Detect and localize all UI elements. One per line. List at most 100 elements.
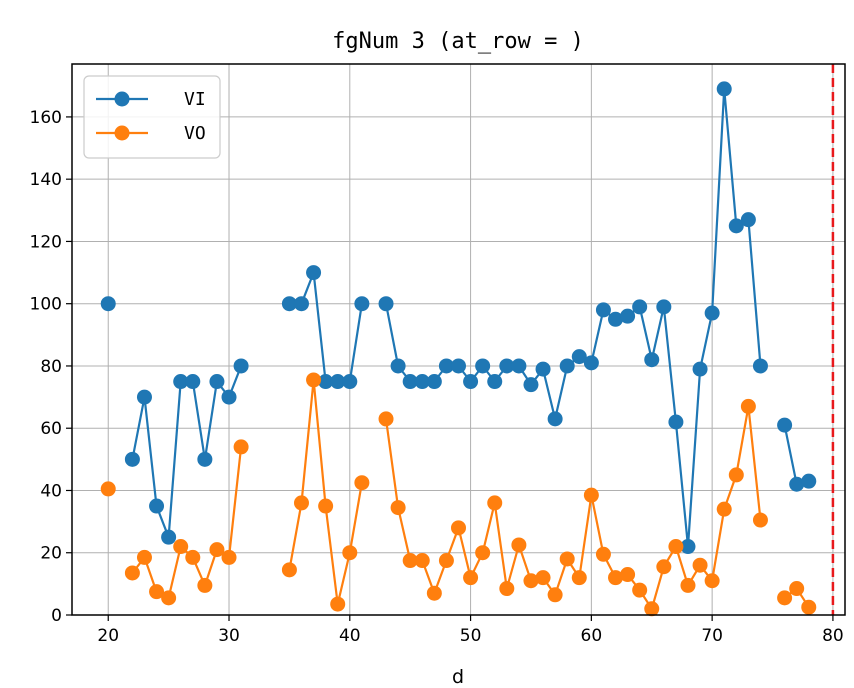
data-point xyxy=(487,495,503,511)
data-point xyxy=(523,377,539,393)
data-point xyxy=(583,487,599,503)
data-point xyxy=(318,374,334,390)
data-point xyxy=(499,358,515,374)
data-point xyxy=(209,542,225,558)
data-point xyxy=(632,582,648,598)
data-point xyxy=(149,498,165,514)
data-point xyxy=(535,570,551,586)
legend-marker xyxy=(114,91,130,107)
data-point xyxy=(173,539,189,555)
data-point xyxy=(354,296,370,312)
data-point xyxy=(221,549,237,565)
data-point xyxy=(378,411,394,427)
data-point xyxy=(330,596,346,612)
data-point xyxy=(293,495,309,511)
x-tick-label: 30 xyxy=(218,626,240,646)
data-point xyxy=(523,573,539,589)
data-point xyxy=(716,81,732,97)
data-point xyxy=(402,553,418,569)
data-point xyxy=(668,539,684,555)
series-vi xyxy=(100,81,817,555)
data-point xyxy=(281,562,297,578)
data-point xyxy=(740,398,756,414)
data-point xyxy=(136,389,152,405)
x-axis-title: d xyxy=(452,666,464,688)
data-point xyxy=(161,529,177,545)
data-point xyxy=(475,545,491,561)
data-point xyxy=(161,590,177,606)
data-point xyxy=(463,570,479,586)
data-point xyxy=(571,349,587,365)
data-point xyxy=(777,590,793,606)
data-point xyxy=(414,374,430,390)
data-point xyxy=(438,553,454,569)
data-point xyxy=(124,565,140,581)
data-point xyxy=(644,352,660,368)
data-point xyxy=(451,520,466,536)
data-point xyxy=(330,374,346,390)
data-point xyxy=(124,451,140,467)
data-point xyxy=(426,374,442,390)
data-point xyxy=(487,374,503,390)
data-point xyxy=(438,358,454,374)
data-point xyxy=(209,374,225,390)
data-point xyxy=(390,500,406,516)
data-point xyxy=(704,305,720,321)
plot-frame xyxy=(71,63,846,616)
data-point xyxy=(511,358,527,374)
data-point xyxy=(547,411,563,427)
data-point xyxy=(342,374,358,390)
y-tick-label: 140 xyxy=(30,170,62,190)
x-tick-label: 20 xyxy=(97,626,119,646)
y-tick-label: 20 xyxy=(40,544,62,564)
data-point xyxy=(414,553,430,569)
legend-label: VI xyxy=(184,89,206,110)
data-point xyxy=(752,512,768,528)
data-point xyxy=(740,212,756,228)
data-point xyxy=(185,374,201,390)
x-tick-label: 60 xyxy=(581,626,603,646)
data-point xyxy=(680,577,696,593)
data-point xyxy=(583,355,599,371)
data-point xyxy=(511,537,527,553)
legend: VI VO xyxy=(83,75,221,159)
data-point xyxy=(789,476,805,492)
data-point xyxy=(789,581,805,597)
data-point xyxy=(233,358,249,374)
data-point xyxy=(136,549,152,565)
x-tick-label: 70 xyxy=(701,626,723,646)
y-tick-label: 80 xyxy=(40,357,62,377)
data-point xyxy=(801,473,817,489)
data-point xyxy=(620,308,636,324)
data-point xyxy=(463,374,479,390)
data-point xyxy=(354,475,370,491)
data-point xyxy=(656,299,672,315)
data-point xyxy=(620,567,636,583)
data-point xyxy=(644,601,660,617)
data-point xyxy=(293,296,309,312)
data-point xyxy=(801,599,817,615)
data-point xyxy=(378,296,394,312)
data-point xyxy=(451,358,466,374)
data-point xyxy=(342,545,358,561)
data-point xyxy=(535,361,551,377)
data-point xyxy=(656,559,672,575)
data-point xyxy=(197,451,213,467)
data-point xyxy=(595,302,611,318)
data-point xyxy=(306,372,322,388)
data-point xyxy=(547,587,563,603)
data-point xyxy=(692,557,708,573)
data-point xyxy=(704,573,720,589)
data-point xyxy=(197,577,213,593)
y-tick-label: 100 xyxy=(30,295,62,315)
data-point xyxy=(595,546,611,562)
data-point xyxy=(680,539,696,555)
data-point xyxy=(632,299,648,315)
data-point xyxy=(777,417,793,433)
data-point xyxy=(559,551,575,567)
series-layer xyxy=(100,81,817,617)
data-point xyxy=(728,467,744,483)
data-point xyxy=(100,296,116,312)
legend-label: VO xyxy=(184,123,206,144)
